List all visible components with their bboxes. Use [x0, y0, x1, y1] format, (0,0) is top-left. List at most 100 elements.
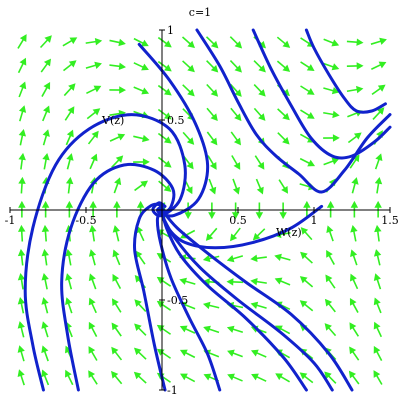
trajectory-9	[137, 42, 210, 218]
field-arrow	[136, 225, 145, 242]
field-arrow	[208, 178, 217, 195]
field-arrow	[277, 108, 290, 121]
field-arrow	[299, 300, 314, 312]
field-arrow	[374, 224, 382, 242]
field-arrow	[250, 277, 267, 286]
field-arrow	[227, 373, 243, 382]
field-arrow	[373, 273, 382, 290]
y-axis-label: V(z)	[101, 114, 124, 127]
field-arrow	[134, 323, 147, 336]
field-arrow	[65, 297, 73, 314]
field-arrow	[346, 62, 364, 70]
field-arrow	[17, 369, 25, 386]
field-arrow	[323, 157, 340, 166]
field-arrow	[230, 131, 242, 146]
field-arrow	[253, 60, 266, 73]
field-arrow	[373, 297, 382, 314]
field-arrow	[350, 249, 358, 266]
field-arrow	[42, 152, 50, 170]
field-arrow	[205, 36, 219, 49]
field-arrow	[277, 132, 290, 145]
field-arrow	[112, 225, 120, 242]
field-arrow	[112, 273, 122, 289]
chart-title: c=1	[189, 6, 211, 19]
field-arrow	[203, 325, 220, 334]
field-arrow	[180, 373, 196, 383]
field-arrow	[18, 81, 27, 98]
y-tick-label: -1	[167, 384, 178, 397]
field-arrow	[326, 225, 334, 242]
field-arrow	[182, 60, 195, 73]
field-arrow	[182, 131, 195, 145]
field-arrow	[349, 297, 359, 313]
field-arrow	[18, 105, 27, 122]
field-arrow	[109, 86, 127, 94]
field-arrow	[324, 323, 337, 337]
field-arrow	[156, 276, 172, 287]
field-arrow	[111, 155, 124, 168]
field-arrow	[323, 134, 340, 142]
field-arrow	[88, 273, 97, 290]
field-arrow	[88, 297, 97, 314]
field-arrow	[157, 132, 172, 144]
field-arrow	[278, 179, 289, 194]
field-arrow	[18, 224, 26, 242]
field-arrow	[350, 273, 359, 290]
field-arrow	[250, 301, 267, 309]
field-arrow	[88, 321, 98, 338]
field-arrow	[157, 108, 172, 120]
field-arrow	[347, 132, 362, 144]
field-arrow	[274, 253, 291, 262]
trajectory-8	[160, 204, 324, 250]
field-arrow	[88, 249, 97, 266]
trajectory-1	[23, 113, 187, 392]
field-arrow	[349, 322, 360, 337]
field-arrow	[232, 178, 240, 195]
field-arrow	[89, 224, 97, 242]
field-arrow	[231, 155, 241, 170]
field-arrow	[41, 273, 49, 290]
field-arrow	[111, 346, 123, 361]
field-arrow	[41, 321, 49, 338]
trajectory-12	[304, 28, 387, 114]
field-arrow	[133, 158, 150, 166]
field-arrow	[133, 347, 147, 360]
field-arrow	[253, 84, 266, 97]
field-arrow	[374, 176, 383, 194]
field-arrow	[109, 38, 126, 47]
field-arrow	[323, 38, 340, 47]
field-arrow	[17, 248, 26, 266]
x-axis-label: W(z)	[276, 226, 302, 239]
field-arrow	[252, 228, 266, 241]
field-arrow	[18, 129, 27, 146]
field-arrow	[205, 227, 218, 241]
field-arrow	[133, 371, 147, 384]
field-arrow	[207, 155, 217, 170]
field-arrow	[65, 248, 73, 266]
field-arrow	[133, 62, 149, 71]
field-arrow	[158, 180, 172, 192]
field-arrow	[300, 227, 313, 241]
field-arrow	[179, 325, 196, 334]
field-arrow	[230, 83, 242, 97]
field-arrow	[206, 131, 218, 146]
field-arrow	[89, 153, 98, 170]
field-arrow	[64, 369, 74, 386]
field-arrow	[41, 81, 51, 97]
trajectory-3	[133, 202, 167, 392]
field-arrow	[346, 38, 364, 46]
field-arrow	[65, 176, 74, 194]
trajectories	[23, 28, 392, 392]
field-arrow	[85, 61, 102, 69]
field-arrow	[251, 373, 267, 382]
field-arrow	[88, 370, 98, 385]
field-arrow	[226, 255, 244, 263]
field-arrow	[41, 248, 50, 266]
field-arrow	[323, 62, 340, 71]
field-arrow	[87, 130, 99, 145]
field-arrow	[156, 324, 172, 335]
field-arrow	[275, 373, 291, 383]
field-arrow	[255, 178, 264, 195]
field-arrow	[17, 297, 26, 314]
field-arrow	[254, 155, 265, 170]
